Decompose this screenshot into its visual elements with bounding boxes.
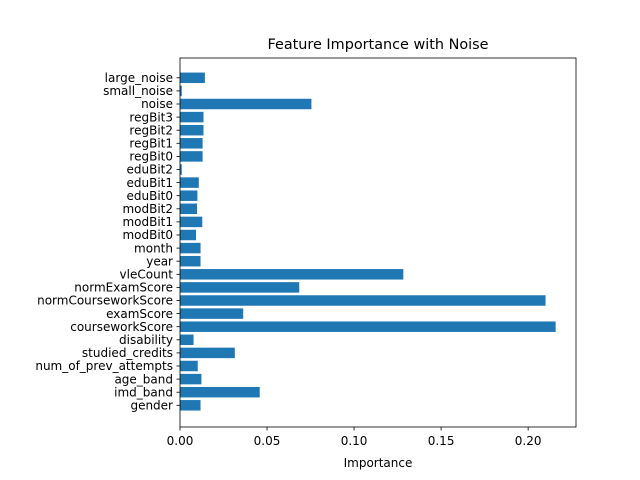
- y-tick-label: year: [146, 254, 173, 268]
- y-tick-label: age_band: [114, 372, 173, 386]
- bar-age_band: [180, 373, 202, 385]
- x-axis-label: Importance: [344, 456, 413, 470]
- y-tick-label: eduBit0: [126, 189, 173, 203]
- y-tick-label: noise: [141, 97, 173, 111]
- y-tick-label: regBit1: [129, 137, 173, 151]
- bar-large_noise: [180, 72, 205, 84]
- y-tick-label: modBit0: [122, 228, 173, 242]
- x-tick-label: 0.20: [515, 434, 542, 448]
- y-tick-label: regBit2: [129, 123, 173, 137]
- y-tick-label: large_noise: [105, 71, 173, 85]
- bar-eduBit2: [180, 164, 182, 175]
- y-tick-label: normExamScore: [74, 281, 173, 295]
- y-tick-label: vleCount: [120, 268, 174, 282]
- y-tick-label: examScore: [106, 307, 173, 321]
- y-tick-label: modBit1: [122, 215, 173, 229]
- bar-normExamScore: [180, 282, 300, 293]
- bar-imd_band: [180, 386, 260, 398]
- bar-vleCount: [180, 269, 404, 280]
- bar-regBit1: [180, 138, 203, 149]
- bar-regBit0: [180, 151, 203, 162]
- bar-modBit0: [180, 229, 197, 241]
- chart-title: Feature Importance with Noise: [267, 37, 488, 53]
- bar-noise: [180, 98, 312, 110]
- x-tick-label: 0.00: [167, 434, 194, 448]
- plot-frame: [179, 57, 577, 428]
- y-tick-label: courseworkScore: [70, 320, 173, 334]
- bar-eduBit0: [180, 190, 198, 201]
- bar-num_of_prev_attempts: [180, 360, 198, 372]
- y-ticks-group: genderimd_bandage_bandnum_of_prev_attemp…: [35, 71, 180, 413]
- bar-gender: [180, 400, 201, 411]
- bars-group: [180, 72, 556, 411]
- y-tick-label: regBit0: [129, 150, 173, 164]
- bar-modBit2: [180, 203, 198, 215]
- bar-regBit2: [180, 124, 204, 136]
- y-tick-label: small_noise: [103, 84, 173, 98]
- bar-studied_credits: [180, 347, 235, 359]
- bar-examScore: [180, 308, 244, 319]
- bar-small_noise: [180, 85, 182, 97]
- y-tick-label: regBit3: [129, 110, 173, 124]
- y-tick-label: modBit2: [122, 202, 173, 216]
- y-tick-label: eduBit1: [126, 176, 173, 190]
- bar-courseworkScore: [180, 321, 556, 332]
- y-tick-label: imd_band: [114, 385, 173, 399]
- bar-normCourseworkScore: [180, 295, 546, 306]
- bar-modBit1: [180, 216, 203, 228]
- x-ticks-group: 0.00 0.05 0.10 0.15 0.20: [167, 427, 542, 448]
- bar-eduBit1: [180, 177, 199, 188]
- bar-regBit3: [180, 111, 204, 123]
- x-tick-label: 0.05: [254, 434, 281, 448]
- y-tick-label: studied_credits: [82, 346, 173, 360]
- y-tick-label: month: [134, 241, 173, 255]
- bar-year: [180, 255, 201, 267]
- bar-month: [180, 242, 201, 254]
- y-tick-label: gender: [130, 399, 173, 413]
- y-tick-label: eduBit2: [126, 163, 173, 177]
- y-tick-label: normCourseworkScore: [37, 294, 173, 308]
- x-tick-label: 0.15: [428, 434, 455, 448]
- y-tick-label: num_of_prev_attempts: [35, 359, 173, 373]
- x-tick-label: 0.10: [341, 434, 368, 448]
- bar-disability: [180, 334, 194, 346]
- y-tick-label: disability: [119, 333, 173, 347]
